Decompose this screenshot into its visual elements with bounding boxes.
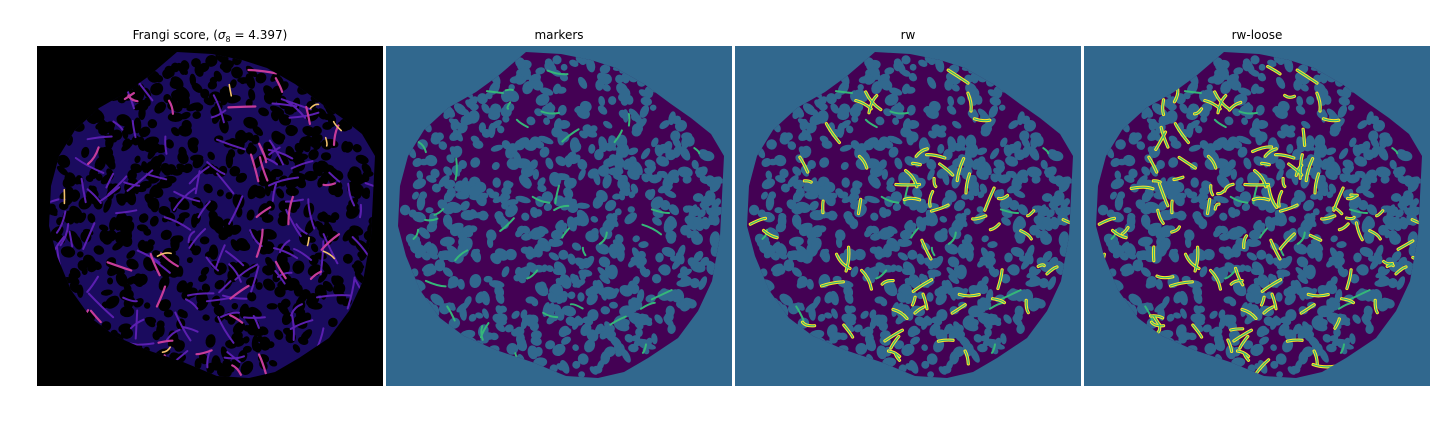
rw-loose-panel-title: rw-loose	[1231, 28, 1283, 42]
rw-loose-image	[1084, 46, 1430, 386]
rw-image	[735, 46, 1081, 386]
markers-image	[386, 46, 732, 386]
markers-panel-title: markers	[534, 28, 584, 42]
frangi-score-image	[37, 46, 383, 386]
rw-panel-title: rw	[900, 28, 916, 42]
frangi-panel-title: Frangi score, (σ8 = 4.397)	[132, 28, 288, 44]
